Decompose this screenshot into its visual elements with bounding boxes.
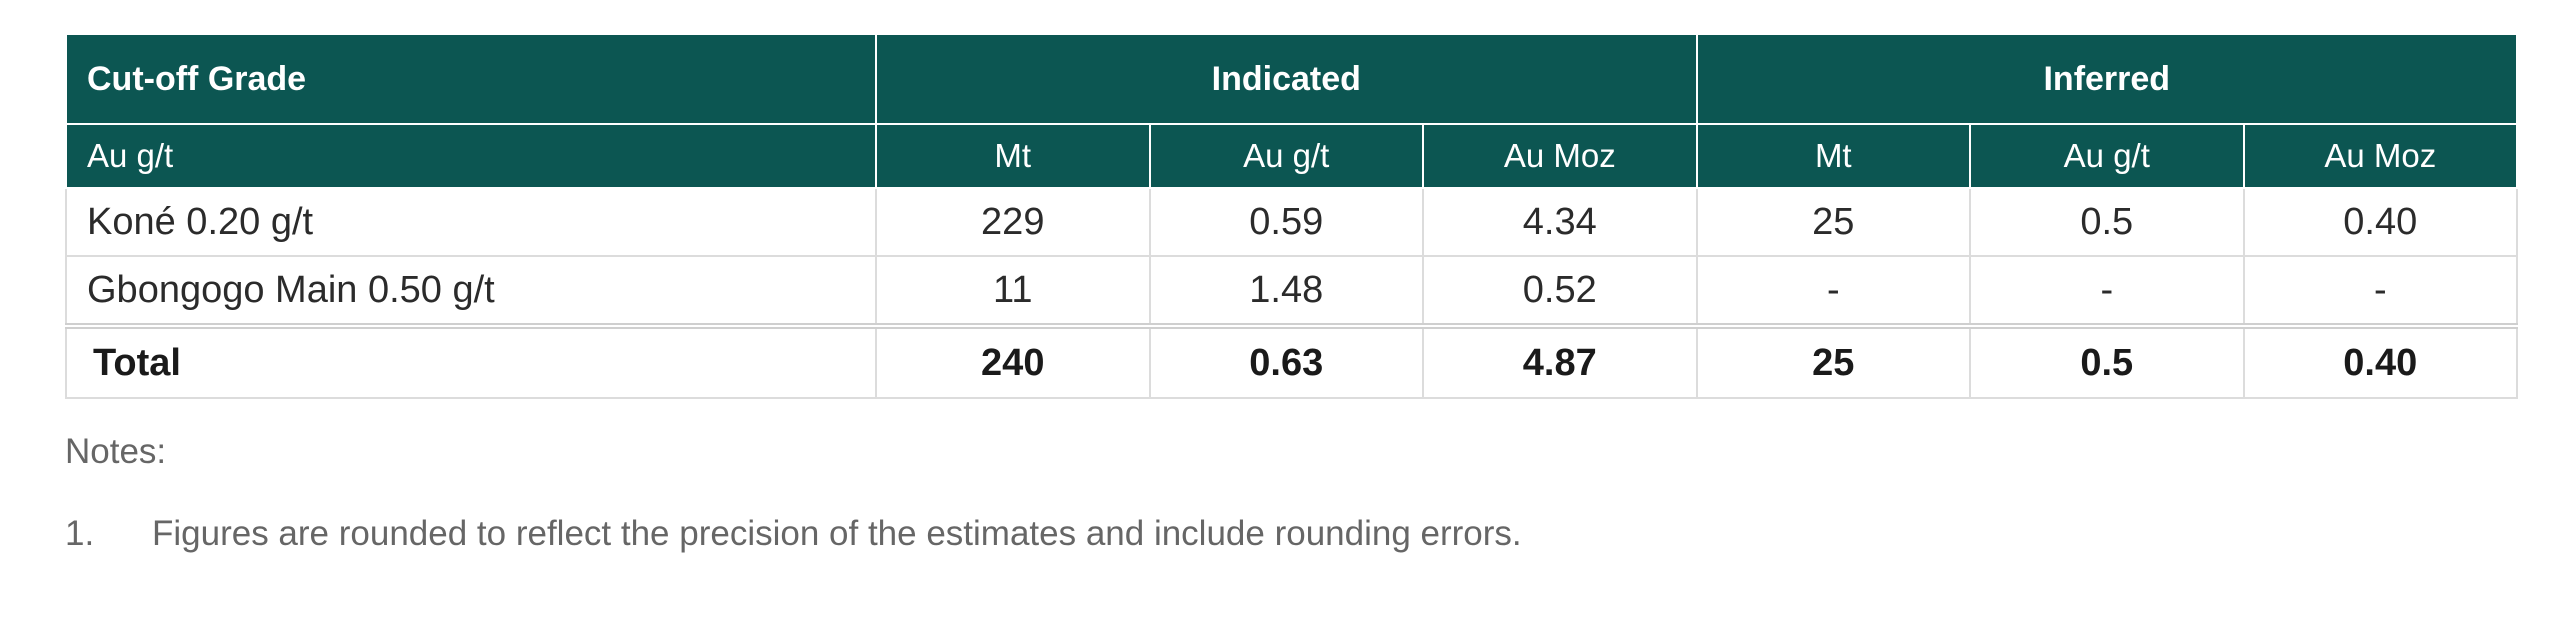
cell-indicated-au-gt: 1.48 [1148,255,1424,327]
cell-inferred-au-gt: 0.5 [1969,187,2245,257]
table-body: Koné 0.20 g/t 229 0.59 4.34 25 0.5 0.40 … [65,187,2519,399]
header-indicated-au-gt: Au g/t [1148,123,1424,189]
resource-table: Cut-off Grade Indicated Inferred Au g/t … [65,33,2519,399]
header-indicated-au-moz: Au Moz [1422,123,1698,189]
cell-inferred-au-gt: - [1969,255,2245,327]
header-inferred: Inferred [1695,33,2519,125]
note-item: 1. Figures are rounded to reflect the pr… [65,514,1522,554]
cell-indicated-mt: 229 [875,187,1151,257]
total-indicated-au-moz: 4.87 [1422,323,1698,399]
header-indicated: Indicated [875,33,1698,125]
header-grade-unit: Au g/t [65,123,877,189]
resource-table-container: Cut-off Grade Indicated Inferred Au g/t … [65,33,2519,399]
header-cutoff-grade: Cut-off Grade [65,33,877,125]
cell-inferred-au-moz: - [2242,255,2519,327]
cell-inferred-mt: - [1695,255,1972,327]
note-text: Figures are rounded to reflect the preci… [152,514,1522,553]
cell-indicated-au-gt: 0.59 [1148,187,1424,257]
notes-title: Notes: [65,432,167,471]
total-row: Total 240 0.63 4.87 25 0.5 0.40 [65,323,2519,399]
row-label: Gbongogo Main 0.50 g/t [65,255,877,327]
table-row: Gbongogo Main 0.50 g/t 11 1.48 0.52 - - … [65,255,2519,327]
table-row: Koné 0.20 g/t 229 0.59 4.34 25 0.5 0.40 [65,187,2519,257]
total-inferred-au-gt: 0.5 [1969,323,2245,399]
total-inferred-au-moz: 0.40 [2242,323,2519,399]
table-header: Cut-off Grade Indicated Inferred Au g/t … [65,33,2519,189]
cell-inferred-mt: 25 [1695,187,1972,257]
cell-indicated-au-moz: 0.52 [1422,255,1698,327]
header-row-groups: Cut-off Grade Indicated Inferred [65,33,2519,125]
total-label: Total [65,323,877,399]
header-inferred-au-moz: Au Moz [2242,123,2519,189]
cell-inferred-au-moz: 0.40 [2242,187,2519,257]
row-label: Koné 0.20 g/t [65,187,877,257]
cell-indicated-mt: 11 [875,255,1151,327]
header-row-units: Au g/t Mt Au g/t Au Moz Mt Au g/t Au Moz [65,123,2519,189]
total-indicated-au-gt: 0.63 [1148,323,1424,399]
note-number: 1. [65,514,95,553]
header-indicated-mt: Mt [875,123,1151,189]
header-inferred-mt: Mt [1695,123,1972,189]
cell-indicated-au-moz: 4.34 [1422,187,1698,257]
total-indicated-mt: 240 [875,323,1151,399]
total-inferred-mt: 25 [1695,323,1972,399]
header-inferred-au-gt: Au g/t [1969,123,2245,189]
